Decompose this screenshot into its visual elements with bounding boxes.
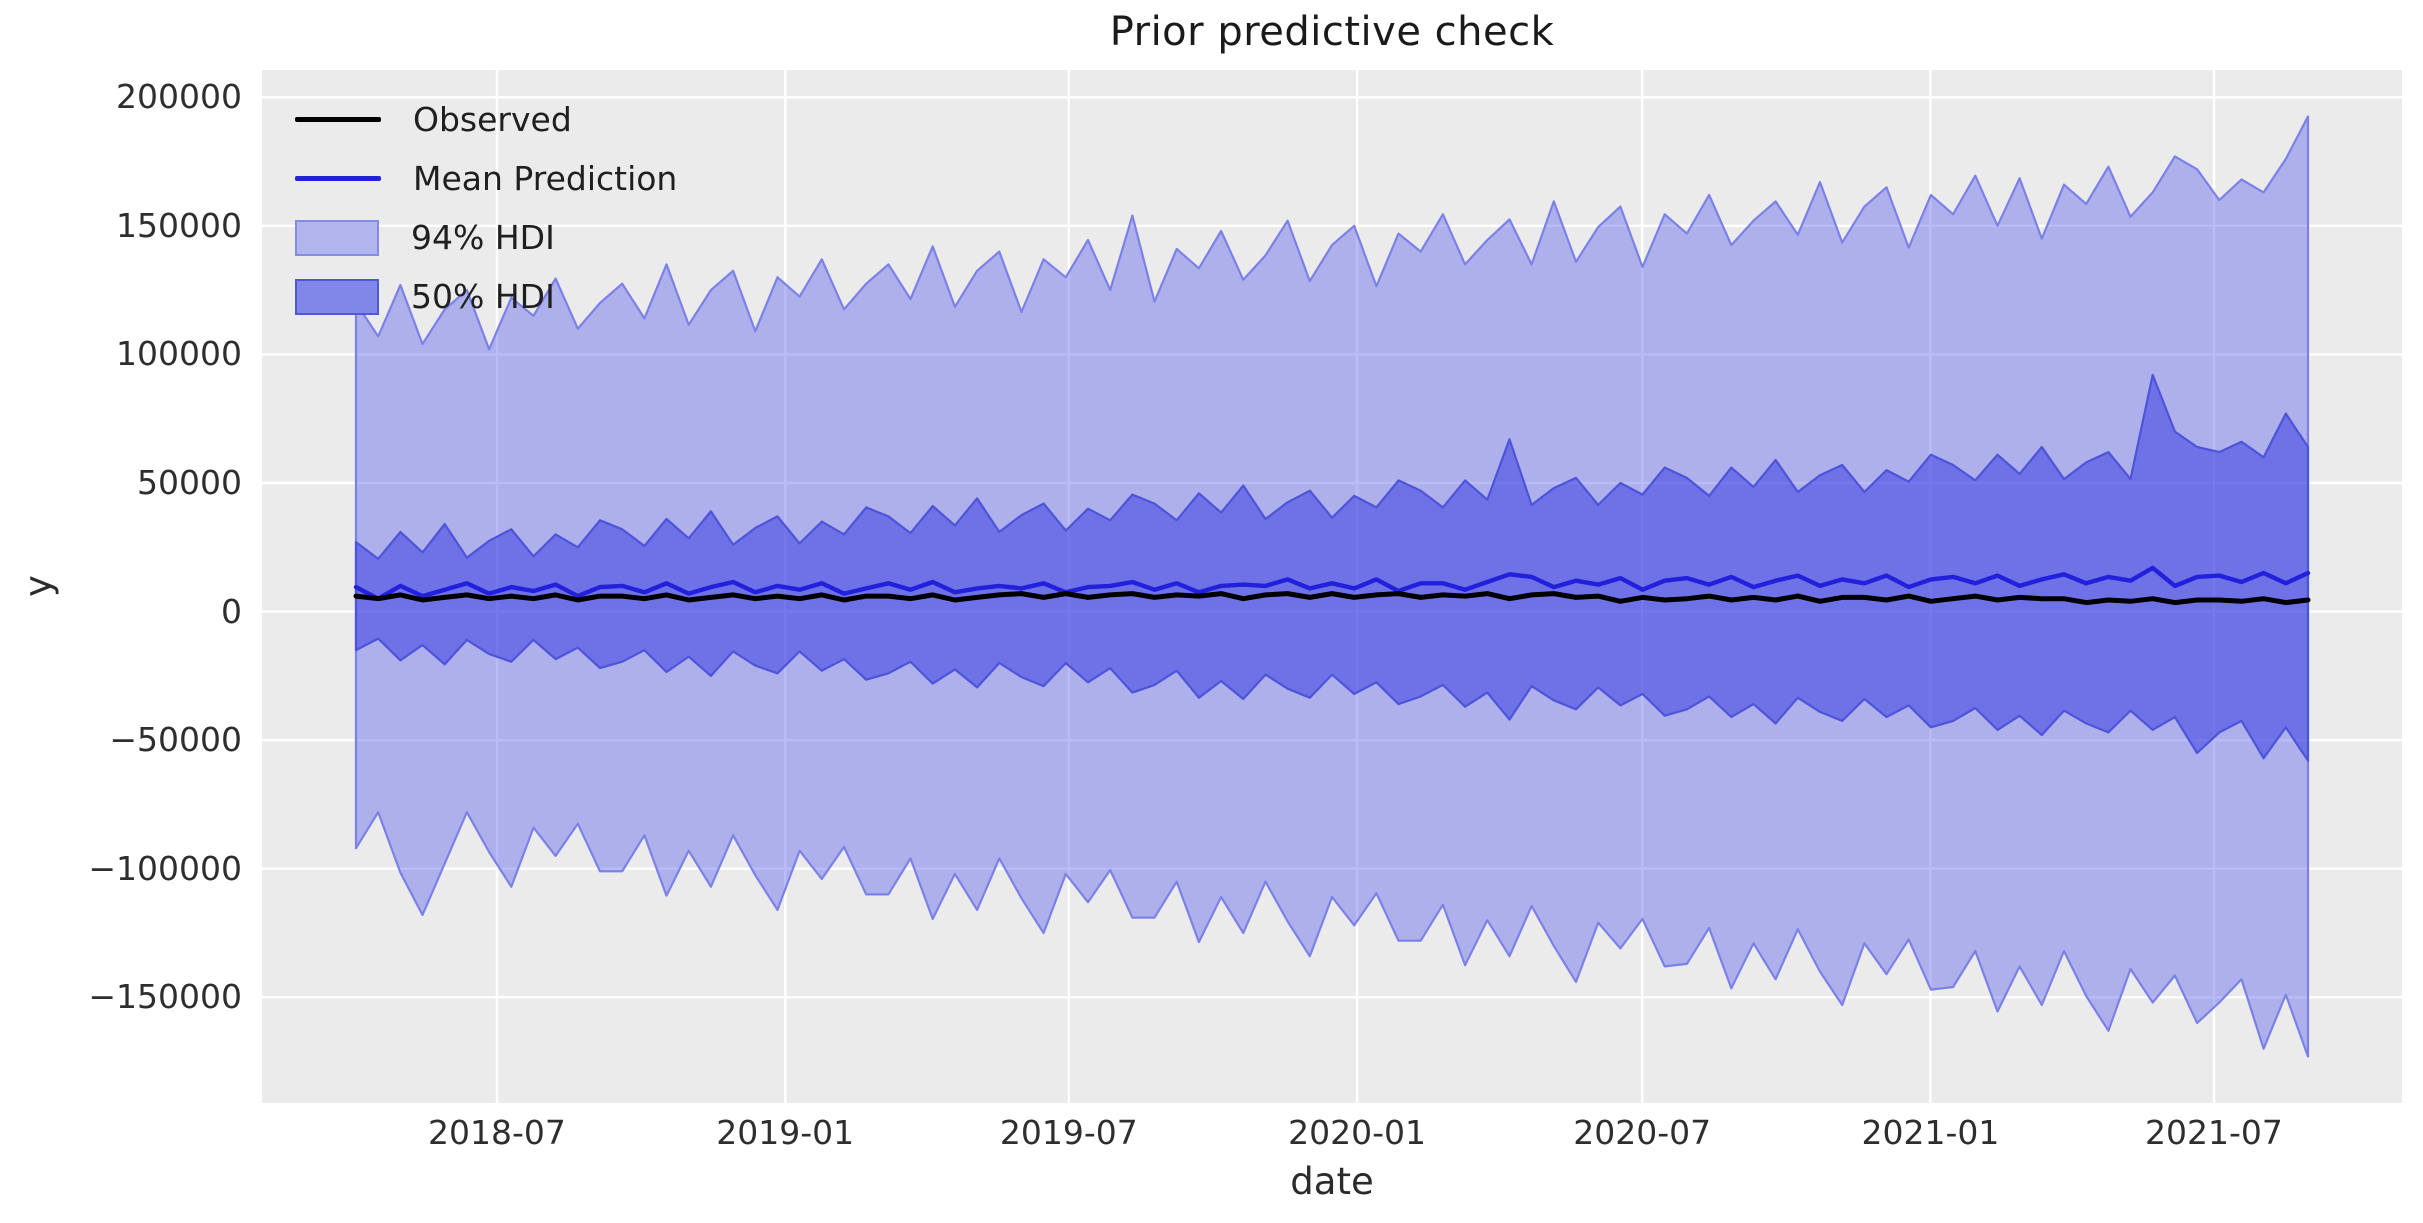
legend-label-observed: Observed [413,100,572,139]
y-tick-label: 0 [221,591,242,631]
x-tick-label: 2021-01 [1861,1113,2000,1152]
y-tick-label: 100000 [116,334,242,374]
x-tick-label: 2019-07 [999,1113,1138,1152]
y-tick-label: 150000 [116,205,242,245]
legend-label-mean-prediction: Mean Prediction [413,159,678,198]
legend-item-mean-prediction: Mean Prediction [295,149,677,208]
x-tick-label: 2020-01 [1288,1113,1426,1152]
x-axis-label: date [1290,1160,1374,1203]
legend-item-observed: Observed [295,90,677,149]
observed-line [353,591,2311,606]
legend: Observed Mean Prediction 94% HDI 50% HDI [295,90,677,326]
y-tick-label: 200000 [116,77,242,117]
hdi-50-patch-swatch [295,278,379,315]
y-tick-label: 50000 [137,462,242,502]
observed-line-swatch [295,117,381,122]
mean-prediction-line-swatch [295,176,381,181]
legend-item-50-hdi: 50% HDI [295,267,677,326]
mean-prediction-line [353,565,2311,601]
y-tick-label: −50000 [109,720,242,760]
legend-item-94-hdi: 94% HDI [295,208,677,267]
x-tick-label: 2019-01 [716,1113,855,1152]
x-tick-label: 2018-07 [428,1113,566,1152]
x-tick-label: 2021-07 [2145,1113,2283,1152]
hdi-50-band [354,373,2310,762]
y-tick-label: −100000 [88,848,242,888]
chart-title: Prior predictive check [1109,9,1555,55]
hdi-94-patch-swatch [295,219,379,256]
legend-label-50-hdi: 50% HDI [411,277,555,316]
x-tick-label: 2020-07 [1573,1113,1712,1152]
y-tick-label: −150000 [88,977,242,1017]
legend-label-94-hdi: 94% HDI [411,218,555,257]
